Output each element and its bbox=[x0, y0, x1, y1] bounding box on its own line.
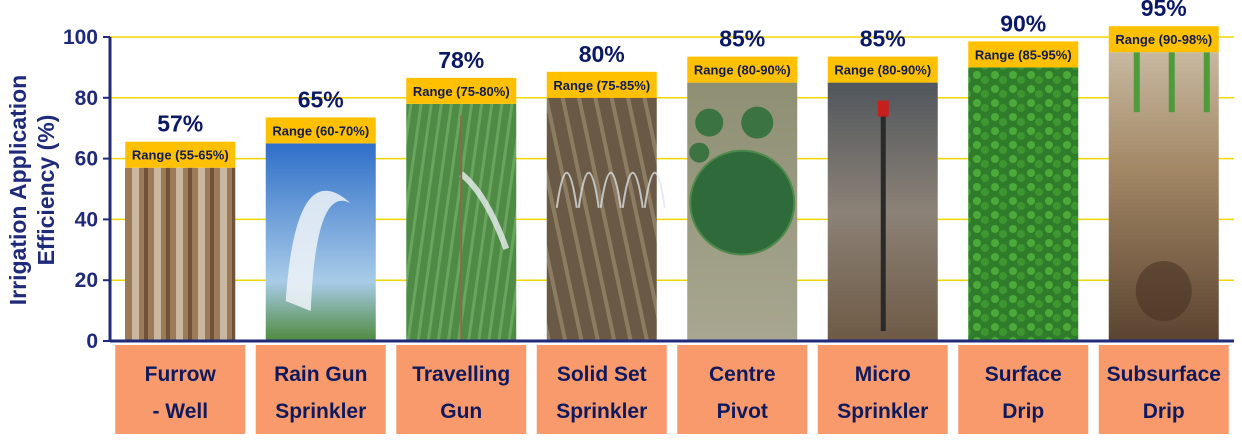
range-label: Range (80-90%) bbox=[834, 63, 931, 78]
water-spray bbox=[599, 172, 622, 208]
category-label-line2: Sprinkler bbox=[556, 400, 647, 423]
pivot-circle bbox=[689, 142, 710, 163]
y-tick-label: 80 bbox=[75, 87, 98, 110]
range-label: Range (90-98%) bbox=[1115, 32, 1212, 47]
range-label: Range (75-80%) bbox=[413, 84, 510, 99]
bar bbox=[125, 167, 236, 341]
category-label: Subsurface Drip bbox=[1098, 345, 1229, 434]
micro-sprinkler-photo bbox=[827, 82, 938, 341]
range-label-box bbox=[546, 71, 657, 98]
category-label: Travelling Gun bbox=[396, 345, 527, 434]
range-label-box bbox=[406, 77, 517, 104]
range-label: Range (60-70%) bbox=[272, 123, 369, 138]
category-label: Solid Set Sprinkler bbox=[536, 345, 667, 434]
range-label-box bbox=[265, 117, 376, 144]
y-tick-label: 40 bbox=[75, 208, 98, 231]
category-label-line1: Furrow bbox=[145, 363, 217, 386]
y-tick-label: 100 bbox=[63, 26, 98, 49]
category-box bbox=[677, 345, 808, 434]
range-label-box bbox=[827, 56, 938, 83]
range-label-box bbox=[968, 41, 1079, 68]
crop-stalk bbox=[1168, 52, 1175, 113]
value-label: 78% bbox=[438, 47, 484, 73]
bar bbox=[265, 143, 376, 341]
value-label: 65% bbox=[298, 86, 344, 112]
range-label-box bbox=[125, 141, 236, 168]
pivot-circle bbox=[695, 108, 724, 137]
pivot-circle bbox=[689, 149, 796, 256]
category-label-line2: Gun bbox=[440, 400, 482, 423]
solid-set-photo bbox=[546, 97, 666, 341]
category-label-line1: Solid Set bbox=[557, 363, 647, 386]
category-label-line1: Surface bbox=[985, 363, 1062, 386]
surface-drip-photo bbox=[968, 67, 1079, 342]
range-label: Range (55-65%) bbox=[132, 148, 229, 163]
crop-stalk bbox=[1133, 52, 1140, 113]
crop-stalk bbox=[1203, 52, 1210, 113]
category-box bbox=[1098, 345, 1229, 434]
category-label: Surface Drip bbox=[958, 345, 1089, 434]
rain-gun-photo bbox=[265, 143, 376, 341]
sprinkler-stem bbox=[880, 102, 886, 331]
category-label-line2: Drip bbox=[1143, 400, 1185, 423]
category-label-line1: Travelling bbox=[412, 363, 510, 386]
category-box bbox=[817, 345, 948, 434]
range-label: Range (80-90%) bbox=[694, 63, 791, 78]
water-spray bbox=[459, 171, 510, 250]
bar-labels: Range (55-65%) 57% Range (60-70%) 65% Range … bbox=[125, 0, 1219, 168]
value-label: 85% bbox=[719, 26, 765, 52]
centre-pivot-photo bbox=[687, 82, 798, 341]
category-label: Micro Sprinkler bbox=[817, 345, 948, 434]
category-label-line2: Sprinkler bbox=[837, 400, 928, 423]
category-label-line1: Micro bbox=[855, 363, 911, 386]
category-label-line2: Sprinkler bbox=[275, 400, 366, 423]
pivot-circle bbox=[741, 106, 774, 139]
water-spray bbox=[643, 172, 666, 208]
y-axis-ticks: 0 20 40 60 80 100 bbox=[63, 26, 110, 353]
range-label: Range (75-85%) bbox=[553, 78, 650, 93]
y-tick-label: 20 bbox=[75, 269, 98, 292]
value-label: 95% bbox=[1141, 0, 1187, 21]
water-spray bbox=[621, 172, 644, 208]
range-label-box bbox=[687, 56, 798, 83]
y-axis-title-line1: Irrigation Application bbox=[5, 75, 31, 305]
category-box bbox=[958, 345, 1089, 434]
value-label: 80% bbox=[579, 41, 625, 67]
water-spray bbox=[555, 172, 578, 208]
bar bbox=[546, 97, 657, 341]
root-zone bbox=[1135, 261, 1192, 321]
category-boxes: Furrow - Well Rain Gun Sprinkler Travelling G… bbox=[115, 345, 1229, 434]
category-label-line2: Pivot bbox=[717, 400, 768, 423]
y-tick-label: 60 bbox=[75, 148, 98, 171]
y-axis-title-line2: Efficiency (%) bbox=[33, 115, 59, 266]
category-box bbox=[536, 345, 667, 434]
value-label: 57% bbox=[157, 111, 203, 137]
category-label-line2: - Well bbox=[152, 400, 208, 423]
category-box bbox=[255, 345, 386, 434]
value-label: 85% bbox=[860, 26, 906, 52]
category-label: Furrow - Well bbox=[115, 345, 246, 434]
y-tick-label: 0 bbox=[86, 330, 98, 353]
furrow-field-photo bbox=[125, 167, 236, 341]
range-label-box bbox=[1108, 26, 1219, 53]
category-label-line1: Centre bbox=[709, 363, 776, 386]
category-label: Centre Pivot bbox=[677, 345, 808, 434]
category-box bbox=[396, 345, 527, 434]
category-label-line1: Rain Gun bbox=[274, 363, 367, 386]
category-label-line1: Subsurface bbox=[1107, 363, 1221, 386]
travelling-gun-photo bbox=[406, 103, 517, 341]
category-label: Rain Gun Sprinkler bbox=[255, 345, 386, 434]
value-label: 90% bbox=[1000, 10, 1046, 36]
category-box bbox=[115, 345, 246, 434]
subsurface-drip-photo bbox=[1108, 52, 1219, 341]
bar bbox=[968, 67, 1079, 342]
category-label-line2: Drip bbox=[1002, 400, 1044, 423]
bars bbox=[125, 52, 1219, 342]
water-spray bbox=[577, 172, 600, 208]
range-label: Range (85-95%) bbox=[975, 47, 1072, 62]
water-spray bbox=[285, 190, 351, 311]
sprinkler-head bbox=[877, 100, 889, 117]
